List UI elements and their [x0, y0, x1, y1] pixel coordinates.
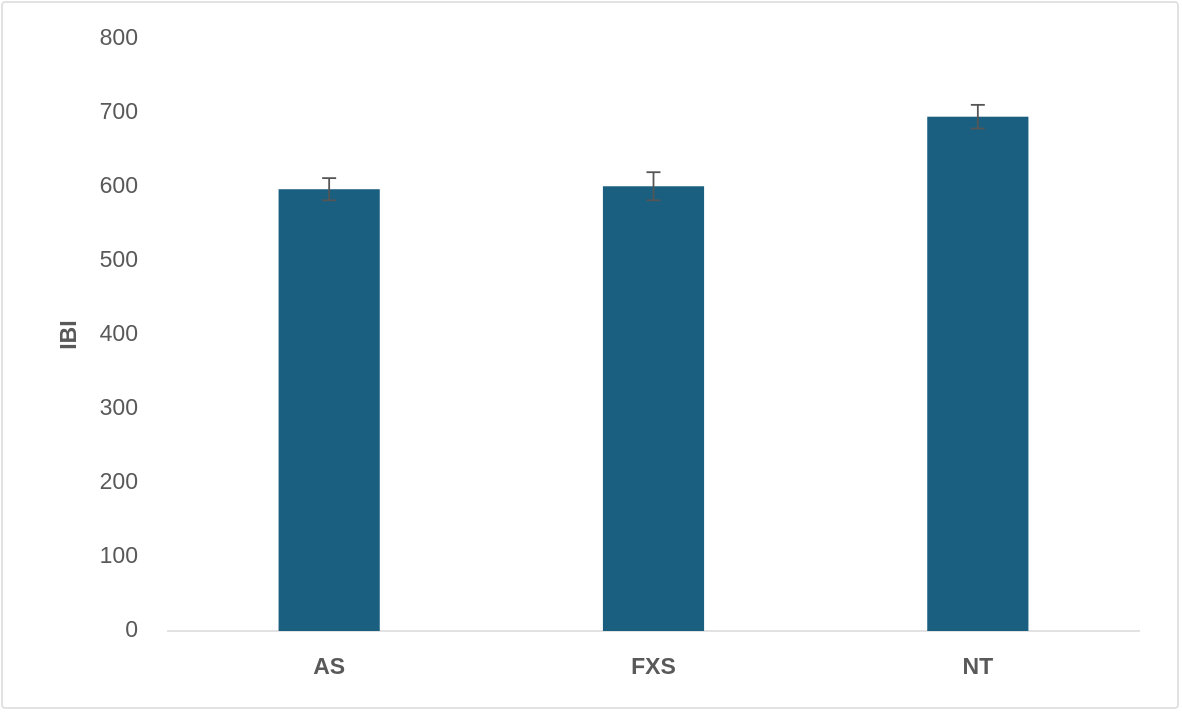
- y-tick-label: 300: [100, 394, 138, 420]
- y-tick-label: 100: [100, 542, 138, 568]
- bar: [927, 116, 1029, 631]
- bar: [602, 186, 705, 631]
- y-tick-label: 700: [100, 98, 138, 124]
- x-tick-label: FXS: [631, 653, 676, 679]
- y-tick-label: 400: [100, 320, 138, 346]
- error-bar: [322, 177, 337, 202]
- y-axis-title: IBI: [55, 320, 81, 349]
- x-tick-label: AS: [313, 653, 345, 679]
- y-tick-label: 500: [100, 246, 138, 272]
- bar: [278, 189, 380, 631]
- y-tick-label: 0: [125, 616, 138, 642]
- x-tick-label: NT: [962, 653, 993, 679]
- y-tick-label: 800: [100, 24, 138, 50]
- y-tick-label: 600: [100, 172, 138, 198]
- y-tick-label: 200: [100, 468, 138, 494]
- error-bar: [970, 103, 985, 130]
- error-bar: [646, 171, 661, 202]
